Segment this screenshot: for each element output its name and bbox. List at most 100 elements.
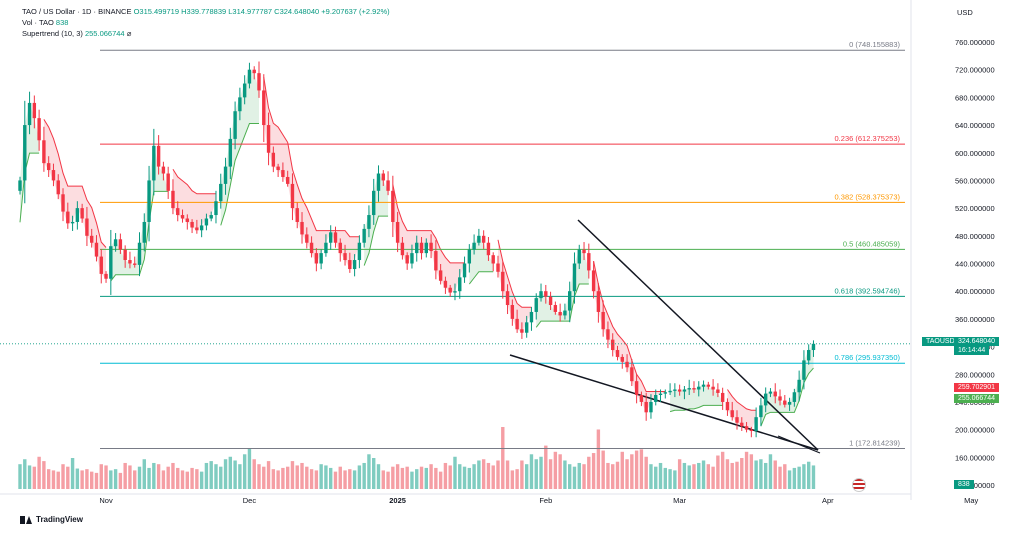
candle-body: [204, 218, 209, 226]
volume-bar: [338, 466, 342, 489]
volume-bar: [348, 469, 352, 489]
candle-body: [348, 260, 352, 270]
volume-bar: [706, 464, 711, 489]
candle-body: [118, 239, 123, 250]
volume-bar: [137, 466, 142, 489]
volume-bar: [697, 462, 701, 489]
volume-bar: [639, 449, 644, 489]
candle-body: [166, 173, 170, 191]
candle-body: [161, 166, 166, 174]
candle-body: [90, 235, 94, 243]
volume-bars: [18, 427, 816, 489]
volume-bar: [520, 460, 524, 489]
volume-bar: [802, 464, 806, 489]
candle-body: [783, 400, 787, 405]
volume-bar: [367, 454, 371, 489]
volume-bar: [324, 465, 328, 489]
supertrend-fill: [498, 239, 532, 333]
volume-legend[interactable]: Vol · TAO 838: [22, 18, 68, 27]
volume-bar: [740, 458, 744, 489]
y-tick-label: 360.000000: [955, 315, 995, 324]
tradingview-logo[interactable]: TradingView: [20, 515, 83, 524]
candle-body: [362, 228, 366, 243]
supertrend-fill: [364, 173, 389, 266]
volume-bar: [682, 462, 687, 489]
volume-bar: [94, 472, 99, 489]
y-tick-label: 520.000000: [955, 204, 995, 213]
candle-body: [247, 69, 252, 84]
candle-body: [104, 273, 108, 279]
candle-body: [147, 180, 151, 222]
volume-bar: [606, 462, 610, 489]
volume-bar: [744, 451, 749, 489]
volume-bar: [496, 460, 500, 489]
candle-body: [61, 194, 65, 212]
y-tick-label: 400.000000: [955, 287, 995, 296]
falling-wedge-lines: [509, 219, 821, 454]
candle-body: [797, 379, 801, 393]
volume-bar: [419, 466, 424, 489]
candle-body: [171, 190, 175, 209]
candle-body: [458, 277, 462, 292]
volume-bar: [725, 459, 730, 489]
candle-body: [687, 388, 691, 390]
y-tick-label: 440.000000: [955, 260, 995, 269]
fib-label: 0.786 (295.937350): [835, 353, 901, 362]
volume-bar: [195, 469, 199, 489]
volume-bar: [37, 456, 41, 489]
volume-bar: [147, 467, 151, 489]
volume-bar: [763, 462, 768, 489]
candle-body: [596, 291, 601, 312]
candle-body: [99, 256, 103, 274]
volume-bar: [372, 458, 376, 489]
candle-body: [324, 242, 328, 254]
y-tick-label: 120.000000: [955, 481, 995, 490]
supertrend-line: [363, 215, 389, 266]
volume-bar: [491, 465, 495, 489]
volume-bar: [544, 445, 548, 489]
candle-body: [811, 343, 816, 351]
symbol-title: TAO / US Dollar · 1D · BINANCE: [22, 7, 132, 16]
last-price-tag: 324.648040: [954, 337, 999, 346]
supertrend-fill: [392, 184, 465, 293]
candle-body: [319, 253, 323, 264]
x-tick-label: Apr: [822, 496, 834, 505]
volume-bar: [209, 461, 213, 489]
candle-body: [615, 350, 620, 357]
fib-label: 0.236 (612.375253): [835, 134, 901, 143]
candle-body: [620, 356, 624, 362]
candle-body: [754, 417, 758, 432]
volume-bar: [620, 451, 624, 489]
volume-bar: [142, 459, 146, 489]
x-tick-label: 2025: [389, 496, 406, 505]
candle-body: [233, 111, 237, 139]
volume-bar: [807, 461, 811, 489]
us-flag-icon[interactable]: [852, 478, 866, 492]
volume-bar: [51, 470, 56, 489]
volume-bar: [759, 459, 763, 489]
volume-bar: [797, 466, 801, 489]
supertrend-legend[interactable]: Supertrend (10, 3) 255.066744 ⌀: [22, 29, 131, 38]
volume-bar: [701, 460, 706, 489]
candle-body: [281, 170, 285, 177]
volume-bar: [152, 462, 156, 489]
fib-label: 0.5 (460.485059): [843, 239, 901, 248]
wedge-upper-line: [577, 219, 819, 451]
volume-bar: [314, 470, 319, 489]
volume-bar: [453, 456, 457, 489]
volume-bar: [501, 427, 505, 489]
volume-bar: [219, 466, 223, 489]
volume-bar: [477, 460, 481, 489]
candle-body: [66, 211, 70, 224]
y-tick-label: 560.000000: [955, 176, 995, 185]
supertrend-line: [669, 404, 723, 413]
volume-bar: [654, 466, 658, 489]
candle-body: [180, 215, 185, 219]
candle-body: [572, 263, 577, 292]
volume-bar: [42, 461, 46, 489]
fibonacci-retracement: 0 (748.155883) 0.236 (612.375253) 0.382 (5…: [100, 40, 905, 449]
currency-label[interactable]: USD: [957, 8, 973, 17]
candle-body: [419, 242, 424, 254]
candle-body: [357, 242, 362, 261]
